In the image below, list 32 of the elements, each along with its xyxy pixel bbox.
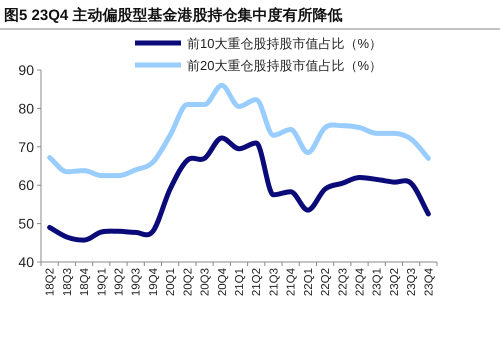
x-tick-label: 19Q2: [113, 268, 126, 296]
x-tick-label: 19Q4: [148, 267, 160, 296]
x-tick-label: 18Q3: [62, 268, 74, 296]
x-tick-label: 22Q2: [320, 268, 332, 296]
x-tick-label: 20Q4: [216, 267, 229, 296]
x-tick-label: 21Q4: [286, 267, 298, 296]
x-tick-label: 20Q3: [200, 268, 212, 296]
x-tick-label: 20Q2: [182, 268, 194, 296]
x-tick-label: 21Q3: [268, 268, 280, 296]
y-tick-label: 80: [18, 100, 34, 116]
y-tick-label: 60: [18, 177, 34, 194]
y-tick-label: 70: [18, 138, 34, 155]
x-tick-label: 22Q1: [302, 268, 315, 296]
legend-label: 前20大重仓股持股市值占比（%）: [187, 58, 382, 73]
x-tick-label: 23Q1: [372, 268, 384, 296]
x-tick-label: 23Q2: [388, 268, 401, 296]
x-tick-label: 23Q4: [423, 267, 436, 296]
y-tick-label: 50: [18, 216, 34, 232]
x-tick-label: 19Q3: [130, 268, 143, 296]
x-tick-label: 19Q1: [96, 268, 108, 296]
x-tick-label: 18Q2: [44, 268, 57, 296]
x-tick-label: 22Q4: [354, 267, 367, 296]
x-tick-label: 21Q1: [234, 268, 246, 296]
legend-label: 前10大重仓股持股市值占比（%）: [187, 36, 382, 51]
chart-title: 图5 23Q4 主动偏股型基金港股持仓集中度有所降低: [4, 6, 342, 24]
x-tick-label: 22Q3: [337, 268, 350, 296]
x-tick-label: 18Q4: [79, 267, 92, 296]
y-tick-label: 40: [18, 254, 34, 270]
y-tick-label: 90: [18, 62, 34, 78]
x-tick-label: 20Q1: [165, 268, 178, 296]
x-tick-label: 21Q2: [251, 268, 264, 296]
x-tick-label: 23Q3: [406, 268, 418, 296]
